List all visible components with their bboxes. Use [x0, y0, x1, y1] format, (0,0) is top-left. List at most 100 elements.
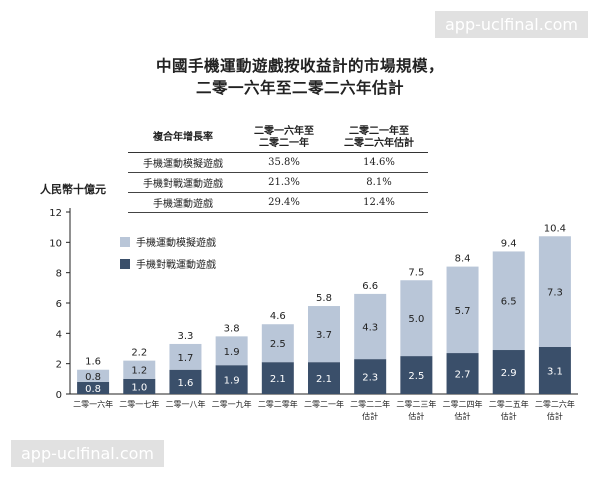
data-label-total: 3.8 — [224, 323, 240, 334]
x-tick-label: 二零二六年 — [535, 399, 575, 409]
data-label-battle: 2.1 — [270, 374, 286, 385]
row-value: 21.3% — [268, 177, 300, 188]
data-label-total: 8.4 — [455, 254, 471, 265]
data-label-battle: 0.8 — [85, 384, 101, 395]
bar-segment-simulation — [169, 343, 202, 370]
period-2-header: 二零二一年至 二零二六年估計 — [330, 124, 428, 153]
x-tick-label: 二零一八年 — [165, 399, 205, 409]
data-label-battle: 2.5 — [408, 371, 424, 382]
x-tick-label: 二零二一年 — [304, 399, 344, 409]
cagr-table: 複合年增長率 二零一六年至 二零二一年 二零二一年至 二零二六年估計 手機運動模擬遊… — [128, 124, 428, 213]
row-value: 8.1% — [366, 177, 392, 188]
row-value: 29.4% — [268, 197, 300, 208]
bar-segment-simulation — [215, 336, 248, 366]
period-1-header: 二零一六年至 二零二一年 — [238, 124, 330, 153]
bar-segment-battle — [354, 359, 387, 394]
data-label-battle: 1.0 — [131, 382, 147, 393]
bar-segment-simulation — [446, 266, 479, 354]
bar-segment-simulation — [492, 251, 525, 351]
data-label-simulation: 5.0 — [408, 314, 424, 325]
data-label-battle: 2.9 — [501, 368, 517, 379]
bar-segment-battle — [261, 362, 294, 394]
watermark-top: app-uclfinal.com — [435, 11, 588, 38]
data-label-simulation: 6.5 — [501, 297, 517, 308]
cagr-table-header-row: 複合年增長率 二零一六年至 二零二一年 二零二一年至 二零二六年估計 — [128, 124, 428, 153]
legend-swatch — [120, 237, 130, 247]
legend-label: 手機運動模擬遊戲 — [136, 236, 216, 249]
watermark-bottom: app-uclfinal.com — [11, 440, 164, 467]
data-label-simulation: 1.2 — [131, 366, 147, 377]
x-tick-label: 二零二四年 — [443, 399, 483, 409]
y-tick-label: 2 — [56, 360, 62, 371]
x-tick-label: 二零一六年 — [73, 399, 113, 409]
data-label-battle: 1.9 — [224, 376, 240, 387]
x-tick-label: 二零一七年 — [119, 399, 159, 409]
data-label-total: 10.4 — [544, 223, 566, 234]
table-row: 手機運動模擬遊戲 35.8% 14.6% — [128, 153, 428, 173]
data-label-battle: 3.1 — [547, 366, 563, 377]
bar-segment-simulation — [538, 236, 571, 347]
bar-segment-simulation — [308, 306, 340, 363]
row-label: 手機運動模擬遊戲 — [143, 159, 223, 170]
bar-segment-simulation — [261, 324, 294, 363]
x-tick-label: 二零二二年 — [350, 399, 390, 409]
data-label-total: 3.3 — [178, 331, 194, 342]
data-label-total: 6.6 — [362, 281, 378, 292]
x-tick-label: 估計 — [455, 411, 471, 421]
bar-segment-battle — [446, 353, 479, 394]
data-label-simulation: 1.7 — [178, 353, 194, 364]
data-label-battle: 2.1 — [316, 374, 332, 385]
row-value: 35.8% — [268, 157, 300, 168]
bar-segment-battle — [400, 356, 433, 394]
row-label: 手機運動遊戲 — [153, 199, 213, 210]
x-tick-label: 二零二三年 — [396, 399, 436, 409]
data-label-simulation: 5.7 — [455, 306, 471, 317]
data-label-total: 4.6 — [270, 311, 286, 322]
x-tick-label: 估計 — [362, 411, 378, 421]
y-tick-label: 6 — [56, 299, 62, 310]
data-label-simulation: 0.8 — [85, 372, 101, 383]
y-axis-label: 人民幣十億元 — [40, 182, 106, 196]
data-label-total: 2.2 — [131, 348, 147, 359]
table-row: 手機對戰運動遊戲 21.3% 8.1% — [128, 173, 428, 193]
bar-segment-simulation — [400, 280, 433, 357]
period-2-header-text: 二零二一年至 二零二六年估計 — [344, 126, 414, 149]
data-label-battle: 2.3 — [362, 373, 378, 384]
x-tick-label: 二零一九年 — [212, 399, 252, 409]
data-label-simulation: 2.5 — [270, 339, 286, 350]
x-tick-label: 估計 — [501, 411, 517, 421]
chart-subtitle: 二零一六年至二零二六年估計 — [195, 78, 404, 97]
row-label: 手機對戰運動遊戲 — [143, 179, 223, 190]
y-tick-label: 8 — [56, 269, 62, 280]
y-tick-label: 10 — [49, 238, 62, 249]
x-tick-label: 二零二五年 — [489, 399, 529, 409]
data-label-total: 1.6 — [85, 357, 101, 368]
bar-segment-battle — [538, 346, 571, 394]
bar-segment-simulation — [354, 293, 387, 360]
bar-segment-battle — [308, 362, 340, 394]
cagr-header: 複合年增長率 — [153, 132, 213, 143]
data-label-simulation: 4.3 — [362, 323, 378, 334]
y-tick-label: 12 — [49, 208, 62, 219]
bar-segment-battle — [215, 365, 248, 394]
bar-segment-simulation — [123, 360, 156, 379]
data-label-simulation: 1.9 — [224, 347, 240, 358]
data-label-battle: 1.6 — [178, 378, 194, 389]
data-label-total: 7.5 — [408, 267, 424, 278]
y-tick-label: 0 — [56, 390, 62, 401]
row-value: 12.4% — [363, 197, 395, 208]
data-label-simulation: 7.3 — [547, 288, 563, 299]
bar-segment-battle — [169, 369, 202, 394]
x-tick-label: 估計 — [547, 411, 563, 421]
y-tick-label: 4 — [56, 329, 62, 340]
bar-segment-battle — [77, 381, 110, 394]
bar-segment-battle — [492, 350, 525, 394]
x-tick-label: 二零二零年 — [258, 399, 298, 409]
legend-swatch — [120, 259, 130, 269]
table-row: 手機運動遊戲 29.4% 12.4% — [128, 193, 428, 213]
data-label-battle: 2.7 — [455, 370, 471, 381]
data-label-total: 5.8 — [316, 293, 332, 304]
x-tick-label: 估計 — [408, 411, 424, 421]
period-1-header-text: 二零一六年至 二零二一年 — [254, 126, 314, 149]
